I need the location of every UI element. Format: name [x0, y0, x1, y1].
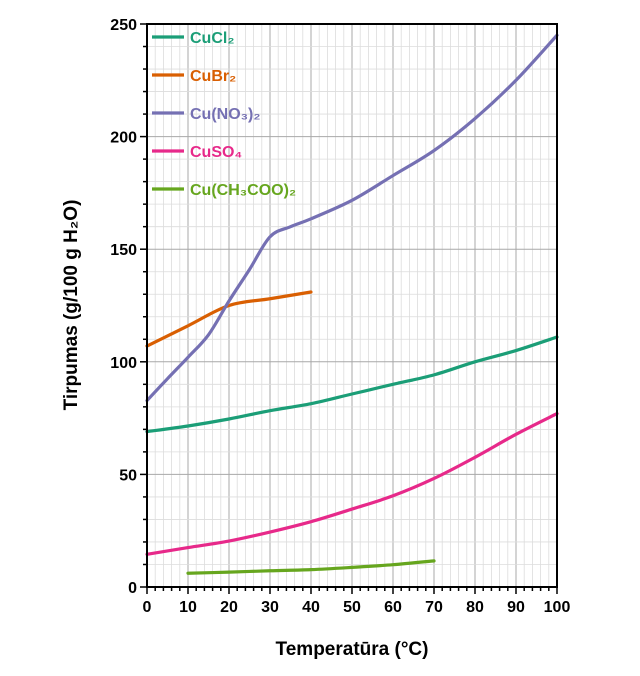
x-tick-label: 20: [220, 599, 238, 616]
x-tick-label: 30: [261, 599, 279, 616]
x-tick-label: 40: [302, 599, 320, 616]
series-line: [145, 411, 559, 556]
series-line: [145, 33, 559, 403]
x-tick-label: 100: [544, 599, 571, 616]
x-tick-label: 50: [343, 599, 361, 616]
y-tick-label: 200: [110, 130, 137, 147]
axes: 0 10 20 30 40 50 60 70 80 90 100 0 50 100 150 200 250: [110, 17, 570, 616]
y-tick-label: 150: [110, 242, 137, 259]
legend-label: Cu(NO₃)₂: [190, 106, 261, 123]
x-axis-label: Temperatūra (°C): [276, 639, 429, 660]
x-tick-label: 90: [507, 599, 525, 616]
series-line: [145, 290, 313, 348]
grid: [146, 23, 558, 588]
x-tick-label: 60: [384, 599, 402, 616]
x-tick-label: 70: [425, 599, 443, 616]
series-lines: [145, 33, 559, 575]
legend-label: CuCl₂: [190, 30, 234, 47]
y-tick-label: 0: [128, 580, 137, 597]
series-line: [186, 559, 436, 575]
series-line: [145, 335, 559, 434]
legend-label: Cu(CH₃COO)₂: [190, 182, 296, 199]
legend-label: CuBr₂: [190, 68, 236, 85]
x-tick-label: 80: [466, 599, 484, 616]
legend-label: CuSO₄: [190, 144, 242, 161]
legend: CuCl₂ CuBr₂ Cu(NO₃)₂ CuSO₄ Cu(CH₃COO)₂: [152, 30, 296, 199]
y-tick-label: 250: [110, 17, 137, 34]
y-tick-label: 50: [119, 467, 137, 484]
y-axis-label: Tirpumas (g/100 g H₂O): [61, 200, 82, 411]
y-tick-label: 100: [110, 355, 137, 372]
x-tick-label: 0: [143, 599, 152, 616]
x-tick-label: 10: [179, 599, 197, 616]
